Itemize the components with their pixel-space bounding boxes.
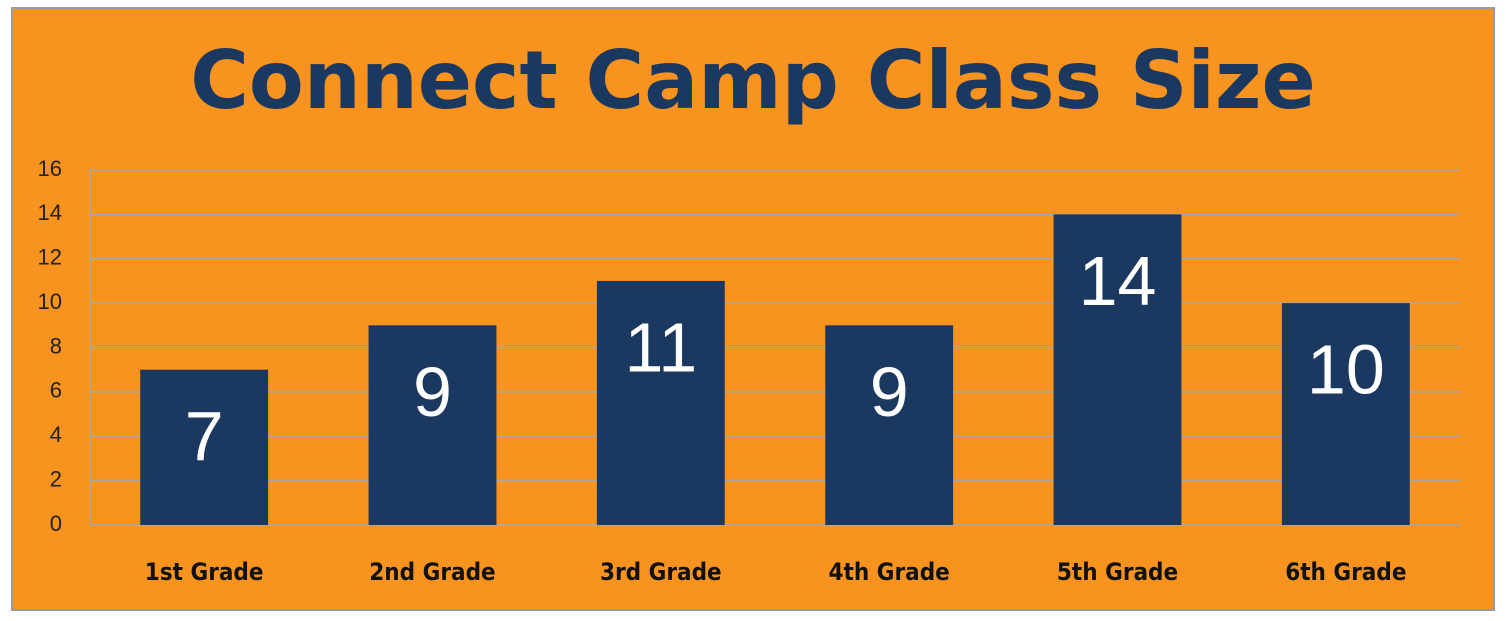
y-tick-label: 6 (50, 378, 62, 403)
value-label: 10 (1307, 331, 1385, 409)
y-tick-label: 10 (38, 289, 62, 314)
x-tick-label: 5th Grade (1057, 558, 1178, 586)
bar (825, 325, 954, 525)
y-tick-label: 4 (50, 422, 62, 447)
bar (1053, 214, 1182, 525)
chart-title: Connect Camp Class Size (190, 34, 1316, 127)
value-label: 9 (413, 353, 452, 431)
x-tick-label: 2nd Grade (369, 558, 495, 586)
y-tick-label: 8 (50, 333, 62, 358)
bar (1281, 303, 1410, 525)
bar (368, 325, 497, 525)
y-tick-label: 2 (50, 466, 62, 491)
bar (596, 280, 725, 525)
value-label: 7 (185, 397, 224, 475)
x-tick-label: 3rd Grade (600, 558, 722, 586)
x-tick-label: 4th Grade (829, 558, 950, 586)
y-tick-label: 16 (38, 156, 62, 181)
x-tick-label: 6th Grade (1285, 558, 1406, 586)
x-tick-label: 1st Grade (145, 558, 264, 586)
value-label: 14 (1079, 242, 1157, 320)
y-tick-label: 12 (38, 245, 62, 270)
value-label: 11 (624, 308, 697, 386)
y-tick-label: 14 (38, 200, 62, 225)
value-label: 9 (870, 353, 909, 431)
y-tick-label: 0 (50, 511, 62, 536)
bar (140, 369, 269, 525)
